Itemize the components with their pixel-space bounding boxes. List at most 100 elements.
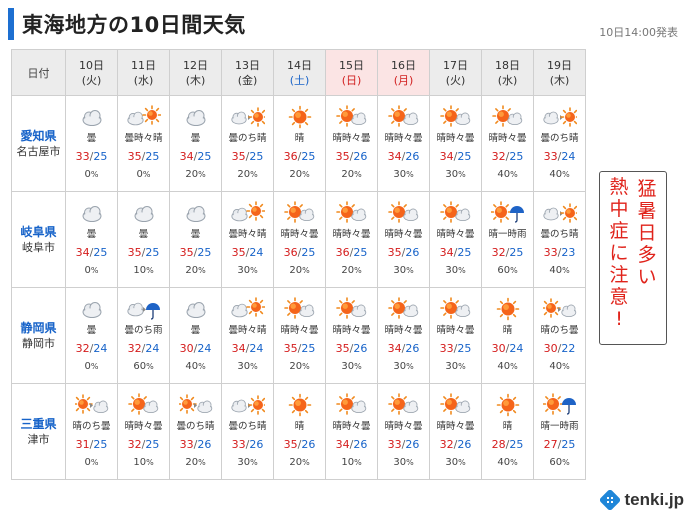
high-temp: 34 <box>179 150 194 163</box>
forecast-cell: 曇のち晴 33/24 40% <box>533 95 586 192</box>
temperature: 34/25 <box>439 246 472 259</box>
prefecture-link[interactable]: 三重県 <box>20 416 57 431</box>
forecast-cell: 晴時々曇 35/26 20% <box>325 95 378 192</box>
precip-value: 30 <box>341 361 355 372</box>
temperature: 33/25 <box>439 342 472 355</box>
low-temp: 25 <box>145 246 160 259</box>
forecast-cell: 晴時々曇 33/25 30% <box>429 287 482 384</box>
precip-value: 30 <box>445 265 459 276</box>
sun-cloud-sometimes-icon <box>491 105 522 127</box>
city-label: 岐阜市 <box>22 240 55 254</box>
weather-text: 晴時々曇 <box>436 421 475 432</box>
sun-rain-briefly-icon <box>542 393 576 415</box>
precip-probability: 30% <box>445 361 466 372</box>
low-temp: 26 <box>353 150 368 163</box>
high-temp: 32 <box>439 438 454 451</box>
prefecture-link[interactable]: 愛知県 <box>20 128 57 143</box>
high-temp: 34 <box>75 246 90 259</box>
high-temp: 30 <box>179 342 194 355</box>
sun-cloud-sometimes-icon <box>387 201 418 223</box>
weather-text: 晴 <box>502 325 513 336</box>
heat-warning-note: 猛暑日多い 熱中症に注意! <box>599 171 667 345</box>
date-label: 15日 <box>339 58 364 72</box>
high-temp: 33 <box>387 438 402 451</box>
low-temp: 26 <box>405 246 420 259</box>
precip-value: 30 <box>393 169 407 180</box>
date-header-cell: 13日 (金) <box>221 49 274 96</box>
temperature: 33/24 <box>543 150 576 163</box>
sun-cloud-sometimes-icon <box>439 297 470 319</box>
precip-value: 10 <box>341 457 355 468</box>
forecast-cell: 曇時々晴 35/24 30% <box>221 191 274 288</box>
low-temp: 25 <box>301 342 316 355</box>
precip-value: 30 <box>393 361 407 372</box>
precip-value: 20 <box>289 361 303 372</box>
forecast-cell: 晴時々曇 32/25 40% <box>481 95 534 192</box>
weekday-label: (水) <box>133 73 154 87</box>
city-label: 津市 <box>27 432 50 446</box>
temperature: 35/26 <box>283 438 316 451</box>
date-label: 13日 <box>235 58 260 72</box>
low-temp: 25 <box>353 246 368 259</box>
temperature: 31/25 <box>75 438 108 451</box>
temperature: 36/25 <box>283 150 316 163</box>
high-temp: 32 <box>75 342 90 355</box>
cloudy-then-sun-icon <box>542 203 577 223</box>
sun-cloud-sometimes-icon <box>439 393 470 415</box>
weekday-label: (木) <box>549 73 570 87</box>
weather-text: 曇のち晴 <box>540 229 579 240</box>
weather-text: 晴時々曇 <box>436 325 475 336</box>
weather-text: 曇 <box>86 133 97 144</box>
cloudy-sun-sometimes-icon <box>230 297 265 318</box>
high-temp: 36 <box>335 246 350 259</box>
weather-text: 晴時々曇 <box>332 421 371 432</box>
date-header-cell: 12日 (木) <box>169 49 222 96</box>
low-temp: 26 <box>197 438 212 451</box>
date-label: 16日 <box>391 58 416 72</box>
precip-value: 30 <box>237 265 251 276</box>
high-temp: 34 <box>439 150 454 163</box>
precip-probability: 20% <box>289 361 310 372</box>
precip-value: 40 <box>497 169 511 180</box>
date-corner-label: 日付 <box>11 49 66 96</box>
date-header-cell: 17日 (火) <box>429 49 482 96</box>
prefecture-link[interactable]: 岐阜県 <box>20 224 57 239</box>
sun-rain-briefly-icon <box>490 201 524 223</box>
weather-text: 曇のち晴 <box>228 133 267 144</box>
temperature: 33/25 <box>75 150 108 163</box>
weather-text: 晴時々曇 <box>332 133 371 144</box>
page-title: 東海地方の10日間天気 <box>22 13 246 37</box>
high-temp: 33 <box>179 438 194 451</box>
precip-value: 0 <box>84 457 91 468</box>
low-temp: 24 <box>145 342 160 355</box>
precip-value: 20 <box>289 457 303 468</box>
precip-value: 20 <box>341 265 355 276</box>
low-temp: 24 <box>561 150 576 163</box>
temperature: 34/25 <box>179 150 212 163</box>
temperature: 33/23 <box>543 246 576 259</box>
low-temp: 26 <box>353 438 368 451</box>
forecast-cell: 晴時々曇 32/26 30% <box>429 383 482 480</box>
high-temp: 35 <box>231 150 246 163</box>
precip-probability: 0% <box>84 169 99 180</box>
prefecture-link[interactable]: 静岡県 <box>20 320 57 335</box>
tenki-logo[interactable]: tenki.jp <box>600 489 684 511</box>
sunny-icon <box>288 393 311 417</box>
precip-value: 30 <box>393 265 407 276</box>
precip-value: 0 <box>84 361 91 372</box>
low-temp: 24 <box>93 342 108 355</box>
region-cell: 岐阜県 岐阜市 <box>11 191 66 288</box>
precip-value: 20 <box>185 169 199 180</box>
weekday-label: (火) <box>445 73 466 87</box>
low-temp: 25 <box>197 150 212 163</box>
region-cell: 三重県 津市 <box>11 383 66 480</box>
region-cell: 静岡県 静岡市 <box>11 287 66 384</box>
low-temp: 25 <box>93 438 108 451</box>
weather-text: 曇 <box>138 229 149 240</box>
low-temp: 25 <box>457 246 472 259</box>
high-temp: 31 <box>75 438 90 451</box>
weather-text: 晴時々曇 <box>384 133 423 144</box>
forecast-cell: 晴時々曇 34/25 30% <box>429 191 482 288</box>
precip-value: 40 <box>185 361 199 372</box>
precip-probability: 30% <box>341 361 362 372</box>
